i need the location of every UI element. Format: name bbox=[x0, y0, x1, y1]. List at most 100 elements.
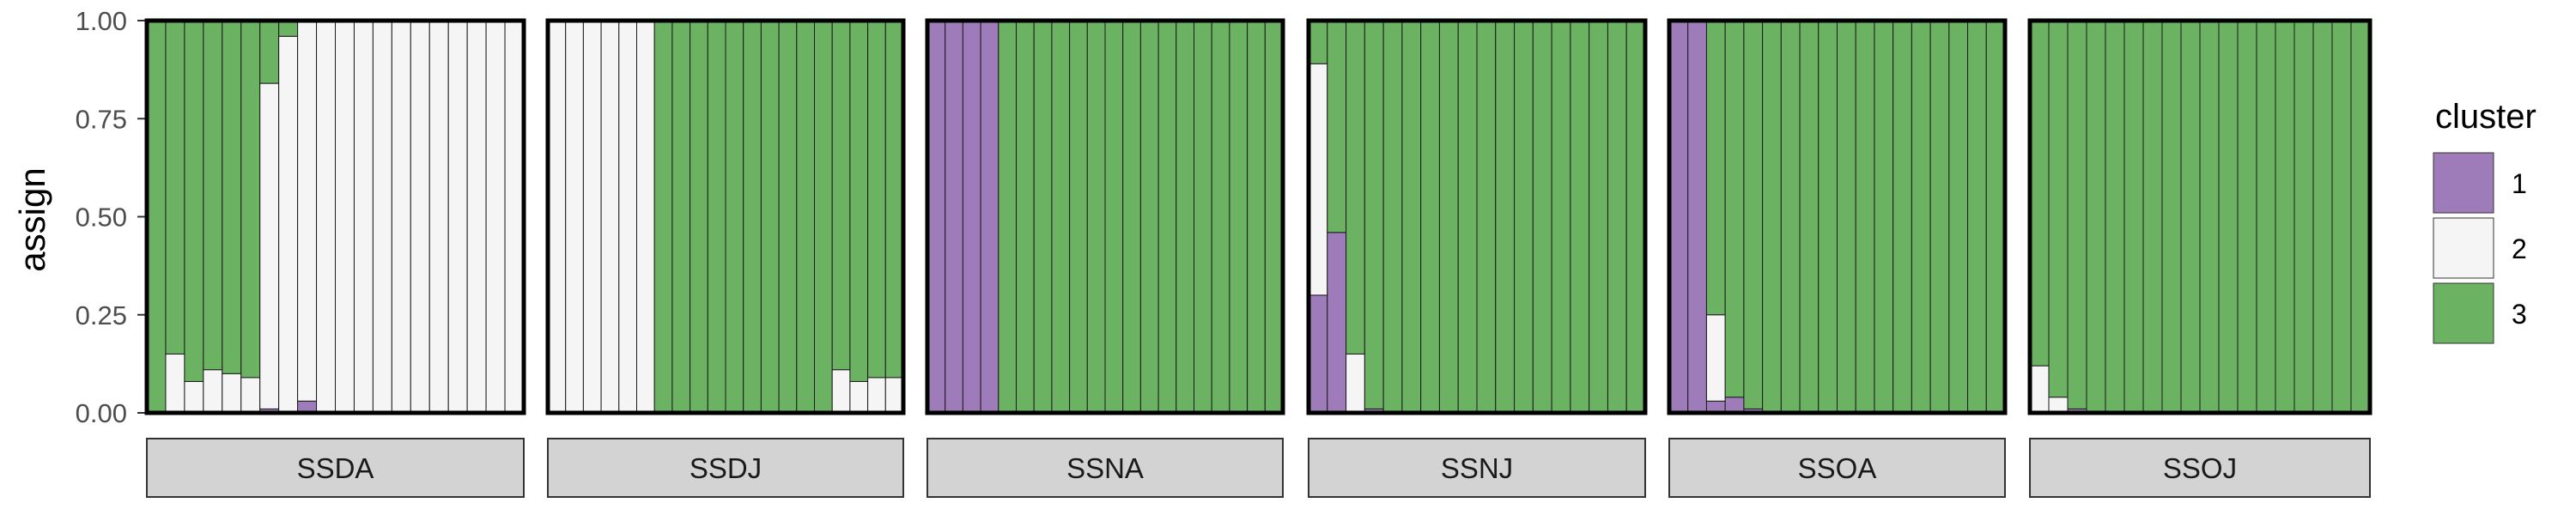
bar-segment-cluster-3 bbox=[1495, 20, 1516, 414]
bar-segment-cluster-3 bbox=[1532, 20, 1552, 414]
bar-segment-cluster-3 bbox=[259, 20, 280, 84]
bar-segment-cluster-2 bbox=[867, 377, 886, 414]
bar-segment-cluster-2 bbox=[1308, 63, 1328, 296]
bar-segment-cluster-3 bbox=[222, 20, 242, 374]
bar-segment-cluster-3 bbox=[707, 20, 726, 414]
bar-segment-cluster-3 bbox=[1229, 20, 1249, 414]
bar-segment-cluster-3 bbox=[1139, 20, 1159, 414]
bar-segment-cluster-3 bbox=[1264, 20, 1284, 414]
bar-segment-cluster-3 bbox=[2256, 20, 2276, 414]
bar-segment-cluster-3 bbox=[778, 20, 798, 414]
panel-ssoa: SSOA bbox=[1667, 18, 2008, 498]
bar-segment-cluster-3 bbox=[1211, 20, 1230, 414]
bar-segment-cluster-3 bbox=[653, 20, 673, 414]
facet-strip bbox=[927, 438, 1284, 498]
bar-segment-cluster-3 bbox=[1911, 20, 1931, 414]
bar-segment-cluster-2 bbox=[618, 20, 637, 414]
bar-segment-cluster-3 bbox=[1033, 20, 1053, 414]
panel-ssnj: SSNJ bbox=[1306, 18, 1648, 498]
facet-strip-label: SSDJ bbox=[690, 452, 762, 484]
bar-segment-cluster-1 bbox=[1327, 232, 1347, 414]
bar-segment-cluster-3 bbox=[1514, 20, 1534, 414]
panel-ssda: SSDA bbox=[144, 18, 526, 498]
legend-key-1 bbox=[2433, 152, 2494, 214]
y-tick-label: 0.50 bbox=[76, 203, 127, 233]
bar-segment-cluster-3 bbox=[814, 20, 833, 414]
bar-segment-cluster-2 bbox=[547, 20, 567, 414]
facet-strip bbox=[146, 438, 525, 498]
y-axis: 0.00 0.25 0.50 0.75 1.00 bbox=[76, 6, 145, 428]
bar-segment-cluster-3 bbox=[203, 20, 223, 371]
bar-segment-cluster-3 bbox=[2199, 20, 2220, 414]
bar-segment-cluster-2 bbox=[391, 20, 411, 414]
bar-segment-cluster-3 bbox=[2105, 20, 2125, 414]
facet-strip bbox=[1308, 438, 1646, 498]
panel-border bbox=[1306, 18, 1648, 415]
bar-segment-cluster-3 bbox=[1589, 20, 1608, 414]
bar-segment-cluster-2 bbox=[636, 20, 655, 414]
y-tick-label: 0.00 bbox=[76, 398, 127, 428]
bar-segment-cluster-3 bbox=[1176, 20, 1195, 414]
panel-border bbox=[2027, 18, 2372, 415]
bar-segment-cluster-3 bbox=[1607, 20, 1627, 414]
bar-segment-cluster-3 bbox=[1308, 20, 1328, 64]
bar-segment-cluster-3 bbox=[1837, 20, 1856, 414]
bar-segment-cluster-1 bbox=[1668, 20, 1689, 414]
panel-ssdj: SSDJ bbox=[545, 18, 906, 498]
bar-segment-cluster-3 bbox=[1967, 20, 1987, 414]
bar-segment-cluster-3 bbox=[2086, 20, 2106, 414]
legend-keys: 1 2 3 bbox=[2433, 152, 2527, 344]
bar-segment-cluster-2 bbox=[600, 20, 620, 414]
bar-segment-cluster-2 bbox=[2029, 365, 2050, 414]
bar-segment-cluster-3 bbox=[1086, 20, 1106, 414]
bar-segment-cluster-3 bbox=[184, 20, 204, 382]
legend-key-3 bbox=[2433, 282, 2494, 344]
bar-segment-cluster-3 bbox=[1364, 20, 1384, 409]
bar-segment-cluster-3 bbox=[1762, 20, 1782, 414]
bar-segment-cluster-1 bbox=[1308, 294, 1328, 414]
bar-segment-cluster-2 bbox=[165, 353, 185, 414]
panel-ssoj: SSOJ bbox=[2027, 18, 2372, 498]
bar-segment-cluster-3 bbox=[725, 20, 744, 414]
bar-segment-cluster-3 bbox=[1874, 20, 1894, 414]
bar-segment-cluster-3 bbox=[1247, 20, 1266, 414]
y-tick-label: 0.25 bbox=[76, 300, 127, 330]
bar-segment-cluster-3 bbox=[796, 20, 815, 414]
bar-segment-cluster-3 bbox=[1724, 20, 1745, 398]
bar-segment-cluster-3 bbox=[1346, 20, 1365, 354]
bar-segment-cluster-2 bbox=[504, 20, 525, 414]
bar-segment-cluster-1 bbox=[1687, 20, 1707, 414]
y-axis-title: assign bbox=[12, 167, 52, 271]
facet-strip-label: SSNJ bbox=[1441, 452, 1513, 484]
bar-segment-cluster-3 bbox=[2218, 20, 2239, 414]
legend-label: 2 bbox=[2512, 233, 2527, 264]
bar-segment-cluster-2 bbox=[2048, 397, 2069, 414]
bar-segment-cluster-3 bbox=[849, 20, 869, 382]
bar-segment-cluster-3 bbox=[2275, 20, 2295, 414]
bar-segment-cluster-3 bbox=[1893, 20, 1912, 414]
bar-segment-cluster-1 bbox=[927, 20, 946, 414]
bar-segment-cluster-3 bbox=[1122, 20, 1141, 414]
bar-segment-cluster-2 bbox=[447, 20, 468, 414]
bar-segment-cluster-2 bbox=[1346, 353, 1365, 414]
bar-segment-cluster-2 bbox=[849, 380, 869, 414]
legend-key-2 bbox=[2433, 217, 2494, 279]
bar-segment-cluster-2 bbox=[240, 377, 261, 414]
bar-segment-cluster-3 bbox=[2161, 20, 2182, 414]
bar-segment-cluster-3 bbox=[240, 20, 261, 379]
y-tick-label: 0.75 bbox=[76, 104, 127, 134]
bar-segment-cluster-1 bbox=[962, 20, 981, 414]
bar-segment-cluster-3 bbox=[1476, 20, 1497, 414]
bar-segment-cluster-3 bbox=[2029, 20, 2050, 367]
bar-segment-cluster-1 bbox=[945, 20, 963, 414]
bar-segment-cluster-3 bbox=[998, 20, 1018, 414]
bar-segment-cluster-2 bbox=[222, 373, 242, 414]
facet-strip-label: SSOJ bbox=[2163, 452, 2237, 484]
bar-segment-cluster-2 bbox=[565, 20, 584, 414]
bar-segment-cluster-2 bbox=[278, 35, 299, 414]
bar-segment-cluster-3 bbox=[1051, 20, 1071, 414]
panel-border bbox=[1667, 18, 2008, 415]
bar-segment-cluster-3 bbox=[884, 20, 904, 379]
bar-segment-cluster-3 bbox=[1625, 20, 1646, 414]
